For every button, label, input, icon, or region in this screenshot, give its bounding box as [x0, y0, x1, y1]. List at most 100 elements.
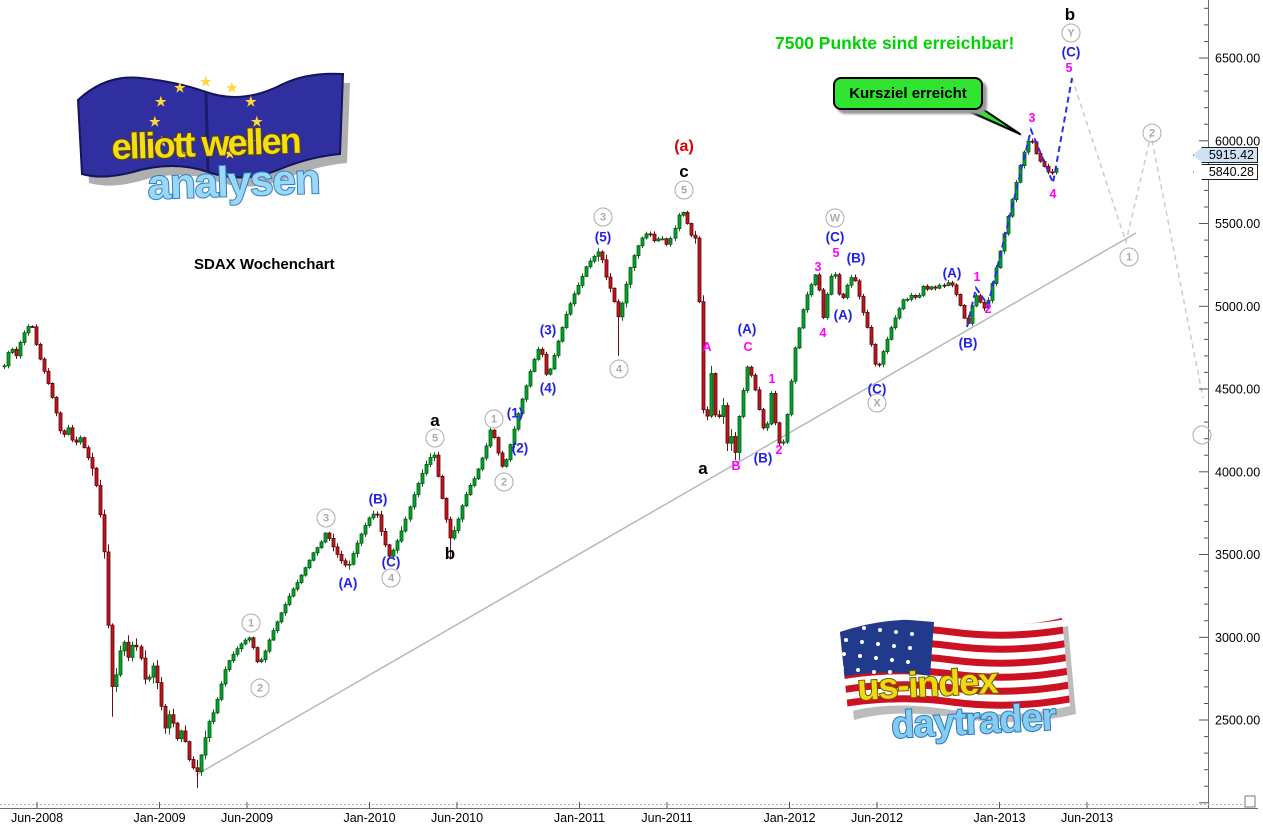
- time-axis-label: Jan-2010: [343, 811, 395, 825]
- wave-label: (B): [846, 250, 866, 266]
- wave-label: C: [743, 340, 753, 354]
- wave-label: 4: [1049, 187, 1057, 201]
- wave-label: (C): [867, 381, 887, 397]
- candles-layer: [2, 138, 1059, 788]
- time-axis-label: Jun-2008: [11, 811, 63, 825]
- price-axis: 6500.00 6000.00 5500.00 5000.00 4500.00 4000.…: [1199, 7, 1260, 804]
- wave-label: (3): [539, 322, 557, 338]
- time-axis-label: Jan-2011: [554, 811, 605, 825]
- target-headline: 7500 Punkte sind erreichbar!: [775, 33, 1015, 53]
- wave-label: c: [679, 162, 689, 181]
- svg-text:★: ★: [245, 94, 257, 109]
- wave-label-circled: 2: [250, 678, 270, 698]
- logo-text-elliott-wellen: elliott wellen: [111, 120, 300, 168]
- price-axis-label: 5000.00: [1215, 300, 1260, 314]
- wave-label-circled: 5: [674, 180, 694, 200]
- wave-label: 2: [984, 302, 992, 316]
- wave-label: 3: [1028, 111, 1036, 125]
- wave-label: (2): [511, 440, 529, 456]
- wave-label: (a): [674, 138, 694, 155]
- wave-label: (C): [1061, 44, 1081, 60]
- svg-text:★: ★: [244, 134, 256, 149]
- time-axis-label: Jun-2013: [1061, 811, 1113, 825]
- wave-label: (C): [825, 229, 845, 245]
- page-title: SDAX Wochenchart: [194, 256, 335, 273]
- trend-line: [195, 232, 1137, 776]
- wave-label: (B): [753, 450, 773, 466]
- wave-label: B: [731, 459, 741, 473]
- wave-label: (4): [539, 380, 557, 396]
- wave-label: a: [698, 459, 708, 478]
- wave-label: 1: [768, 372, 776, 386]
- time-axis: Jun-2008 Jan-2009 Jun-2009 Jan-2010 Jun-2010…: [11, 802, 1113, 825]
- blue-wave-projection: [966, 77, 1073, 328]
- wave-label: a: [430, 411, 440, 430]
- price-axis-label: 2500.00: [1215, 714, 1260, 728]
- price-axis-label: 6500.00: [1215, 52, 1260, 66]
- wave-label-circled: X: [867, 393, 887, 413]
- logo-text-analysen: analysen: [147, 155, 320, 208]
- price-axis-label: 3000.00: [1215, 631, 1260, 645]
- callout-kursziel: Kursziel erreicht: [833, 77, 983, 110]
- price-axis-label: 4500.00: [1215, 383, 1260, 397]
- wave-label: b: [1064, 5, 1076, 24]
- wave-label: (A): [737, 321, 757, 337]
- wave-label-circled: 1: [241, 613, 261, 633]
- wave-label: (A): [942, 265, 962, 281]
- time-axis-label: Jan-2013: [973, 811, 1025, 825]
- svg-text:★: ★: [156, 134, 168, 149]
- time-axis-label: Jun-2012: [851, 811, 903, 825]
- wave-label: (C): [381, 554, 401, 570]
- wave-label: b: [444, 544, 456, 563]
- us-index-daytrader-logo: us-index daytrader: [840, 618, 1076, 748]
- time-axis-label: Jan-2009: [133, 811, 185, 825]
- wave-label: 4: [819, 326, 827, 340]
- wave-label-circled: 5: [425, 428, 445, 448]
- svg-text:★: ★: [226, 80, 238, 95]
- wave-label: 3: [814, 260, 822, 274]
- svg-text:★: ★: [200, 74, 212, 89]
- price-axis-label: 3500.00: [1215, 548, 1260, 562]
- svg-text:★: ★: [149, 114, 161, 129]
- svg-text:★: ★: [251, 114, 263, 129]
- wave-label: 5: [1065, 61, 1073, 75]
- time-axis-label: Jun-2011: [641, 811, 692, 825]
- wave-label: (5): [594, 229, 612, 245]
- wave-label: (A): [338, 575, 358, 591]
- svg-text:★: ★: [176, 146, 188, 161]
- wave-label-circled: W: [825, 208, 845, 228]
- wave-label-circled: 1: [484, 409, 504, 429]
- wave-label: 2: [775, 443, 783, 457]
- wave-label-circled: 4: [609, 359, 629, 379]
- wave-label: (1): [506, 405, 524, 421]
- gray-alt-projection: [1071, 77, 1204, 399]
- wave-label: 1: [973, 270, 981, 284]
- time-axis-label: Jun-2009: [221, 811, 273, 825]
- wave-label-circled: 4: [381, 568, 401, 588]
- axes: [0, 0, 1258, 809]
- wave-label-circled: 1: [1119, 247, 1139, 267]
- svg-text:★: ★: [224, 146, 236, 161]
- wave-label-circled: Y: [1061, 23, 1081, 43]
- wave-label-circled: 2: [1142, 123, 1162, 143]
- elliott-wellen-analysen-logo: ★ ★ ★ ★ ★ ★ ★ ★ ★ ★ ★ elliott wellen analysen: [76, 72, 350, 208]
- svg-text:★: ★: [155, 94, 167, 109]
- wave-label-circled: 3: [316, 508, 336, 528]
- current-price-tag: 5915.42: [1193, 147, 1258, 163]
- previous-price-tag: 5840.28: [1193, 164, 1258, 180]
- logo-text-us-index: us-index: [856, 660, 999, 708]
- wave-label-circled: 3: [593, 207, 613, 227]
- eu-flag-icon: ★ ★ ★ ★ ★ ★ ★ ★ ★ ★ ★: [76, 72, 350, 187]
- wave-label: A: [702, 340, 712, 354]
- logo-text-daytrader: daytrader: [890, 696, 1057, 747]
- wave-label-circled: 2: [494, 472, 514, 492]
- time-axis-label: Jun-2010: [431, 811, 483, 825]
- wave-label: 5: [832, 246, 840, 260]
- wave-label: (A): [833, 307, 853, 323]
- time-axis-label: Jan-2012: [763, 811, 815, 825]
- price-axis-label: 5500.00: [1215, 217, 1260, 231]
- wave-label-circled: [1192, 425, 1212, 445]
- wave-label: (B): [958, 335, 978, 351]
